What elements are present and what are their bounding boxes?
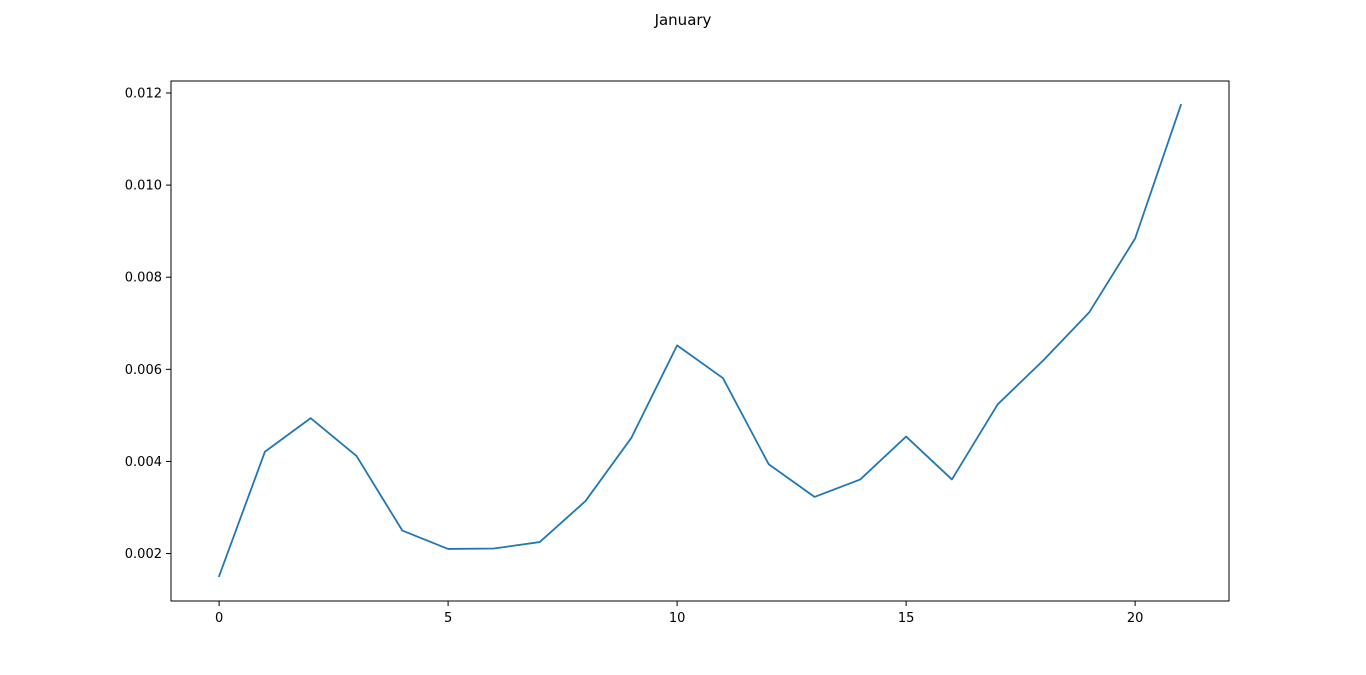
y-tick-label: 0.006 <box>125 363 162 378</box>
plot-area: 0 5 10 15 20 0.002 0.004 0.006 0.008 0.010 0.012 <box>125 80 1230 626</box>
chart-title: January <box>654 11 712 29</box>
x-tick-label: 0 <box>215 611 223 626</box>
x-tick-label: 10 <box>669 611 686 626</box>
y-tick-label: 0.008 <box>125 271 162 286</box>
y-tick-label: 0.002 <box>125 547 162 562</box>
series-line <box>217 103 1183 578</box>
y-tick-label: 0.004 <box>125 455 162 470</box>
y-tick-label: 0.012 <box>125 86 162 101</box>
x-tick-label: 15 <box>898 611 915 626</box>
y-tick-label: 0.010 <box>125 179 162 194</box>
axes-frame <box>170 80 1230 602</box>
x-tick-label: 20 <box>1127 611 1144 626</box>
x-tick-label: 5 <box>444 611 452 626</box>
